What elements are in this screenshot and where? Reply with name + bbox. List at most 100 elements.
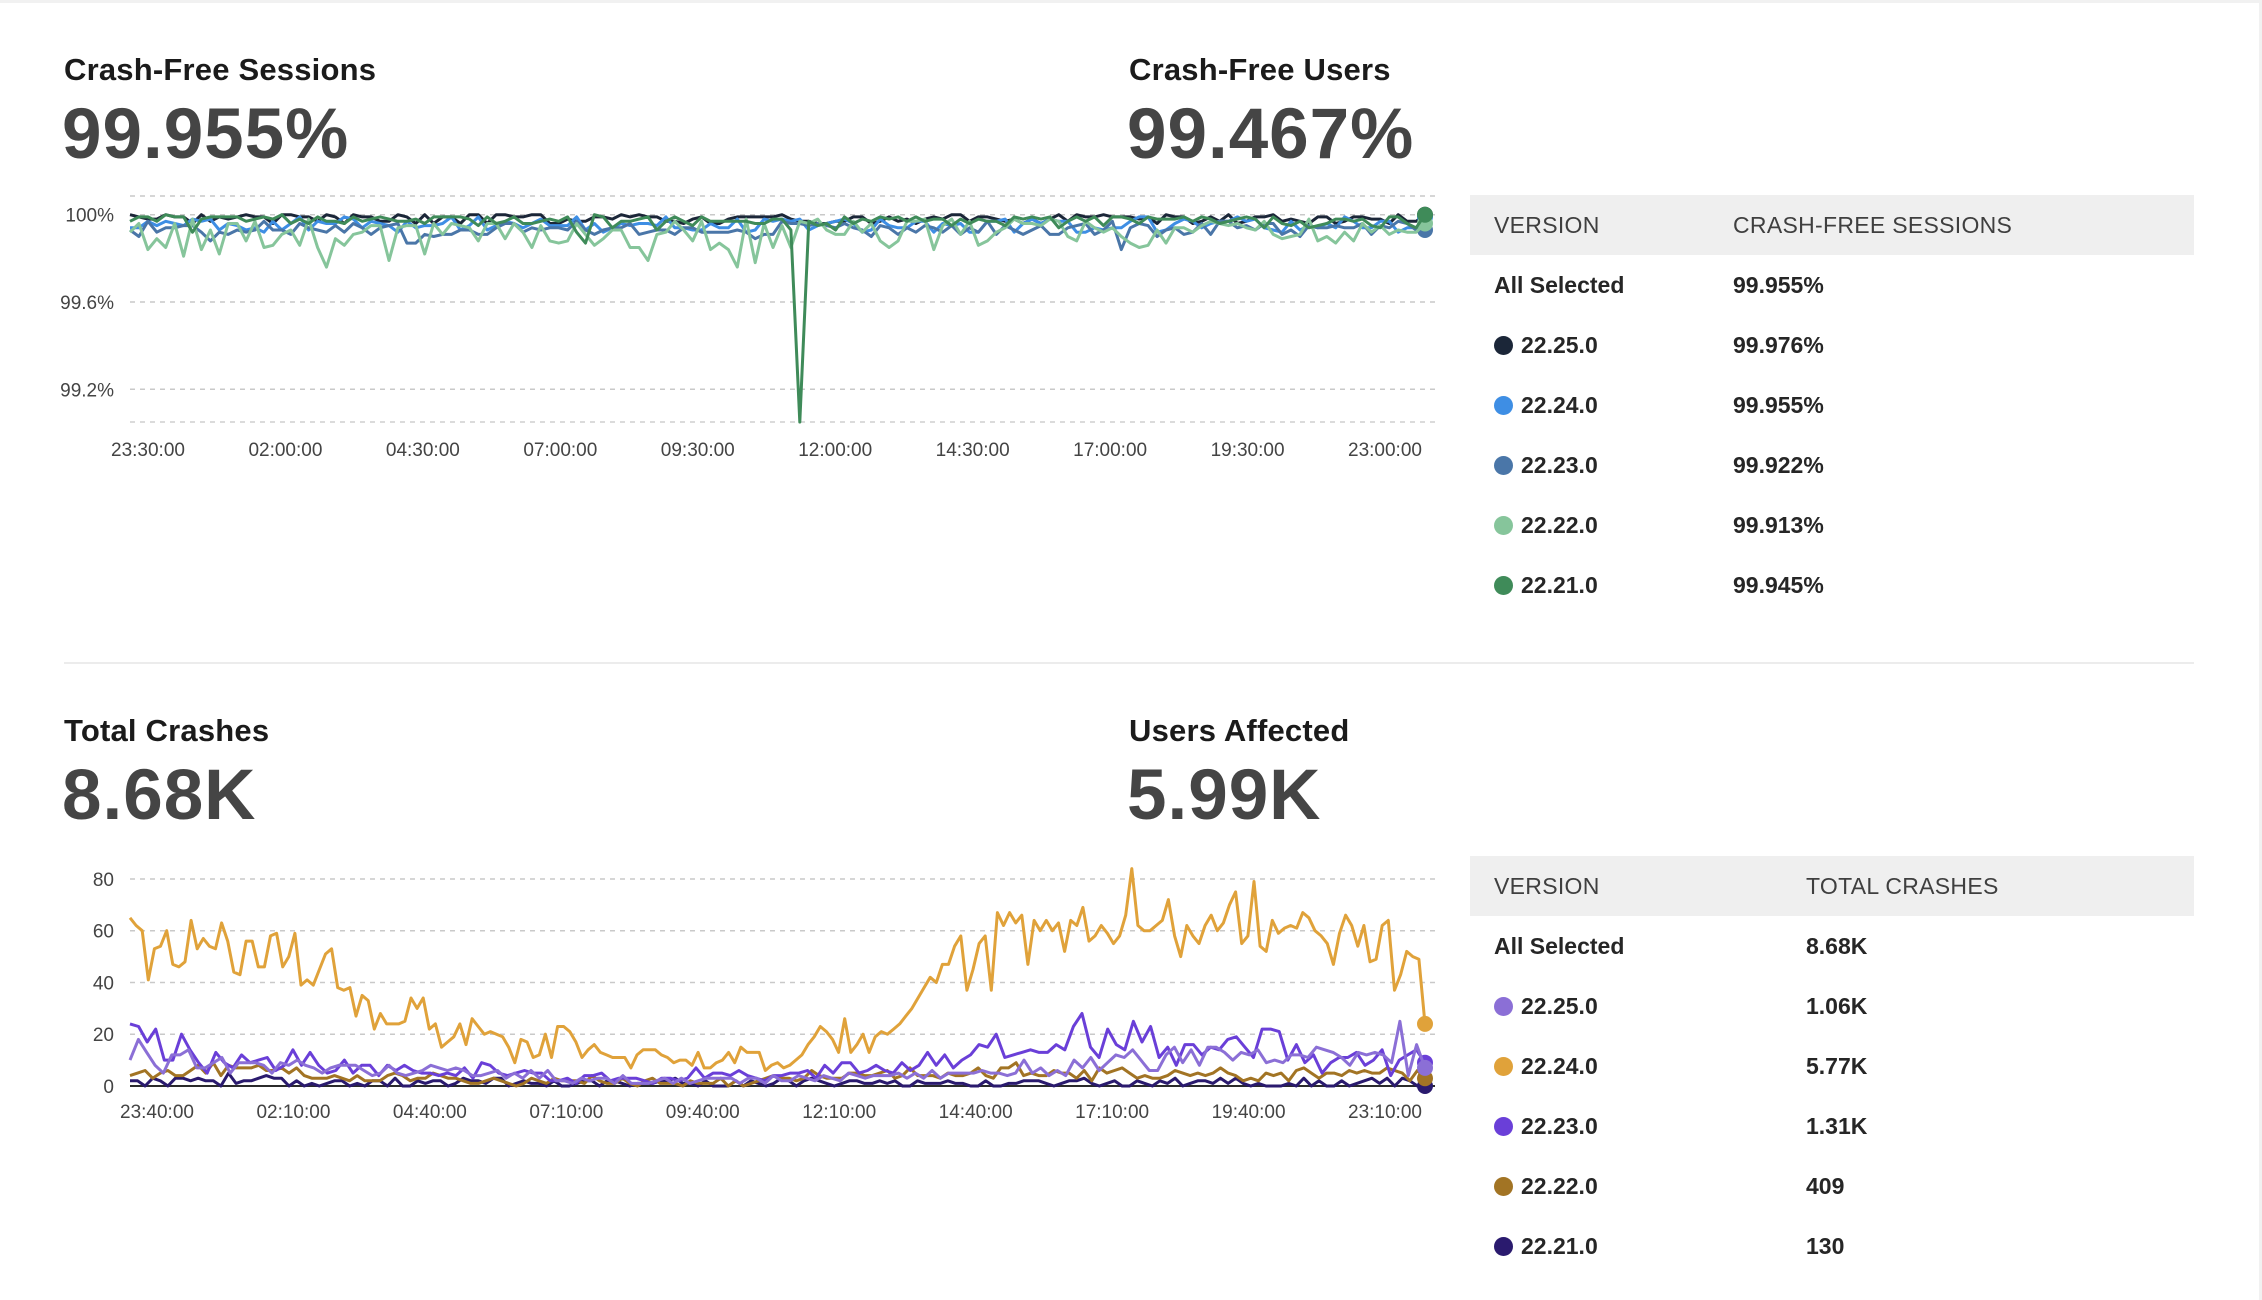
version-cell: 22.23.0 [1470,1113,1806,1140]
x-tick-label: 12:00:00 [798,440,872,461]
version-cell: 22.22.0 [1470,1173,1806,1200]
crash-free-sessions-table: VERSION CRASH-FREE SESSIONS All Selected… [1470,195,2194,615]
value-cell: 1.06K [1806,992,1868,1019]
x-tick-label: 07:00:00 [523,440,597,461]
crash-free-sessions-column-header: CRASH-FREE SESSIONS [1733,211,2013,238]
version-label: All Selected [1494,932,1625,959]
series-color-dot [1494,395,1513,415]
y-tick-label: 99.6% [60,293,114,314]
x-tick-label: 23:10:00 [1348,1102,1422,1123]
series-color-dot [1494,996,1513,1016]
value-cell: 130 [1806,1232,1845,1259]
value-cell: 99.976% [1733,331,1824,358]
x-tick-label: 04:40:00 [393,1102,467,1123]
value-cell: 99.922% [1733,451,1824,478]
x-tick-label: 23:00:00 [1348,440,1422,461]
table-row: All Selected 99.955% [1470,255,2194,315]
value-cell: 409 [1806,1172,1845,1199]
value-cell: 99.955% [1733,271,1824,298]
version-label: 22.24.0 [1521,1052,1598,1079]
value-cell: 5.77K [1806,1052,1868,1079]
series-color-dot [1494,575,1513,595]
series-color-dot [1494,1056,1513,1076]
series-line-22.24.0 [128,867,1427,1072]
crash-free-sessions-label: Crash-Free Sessions [64,52,377,87]
value-cell: 99.913% [1733,511,1824,538]
version-cell: 22.23.0 [1470,452,1733,479]
x-tick-label: 02:10:00 [256,1102,330,1123]
version-label: 22.22.0 [1521,511,1598,538]
value-cell: 99.945% [1733,571,1824,598]
series-end-marker-22.24.0 [1417,1015,1433,1032]
total-crashes-table: VERSION TOTAL CRASHES All Selected 8.68K 2… [1470,856,2194,1276]
series-end-marker-22.25.0 [1417,1059,1433,1076]
version-cell: All Selected [1470,272,1733,299]
version-label: 22.25.0 [1521,992,1598,1019]
table-row: 22.22.0 409 [1470,1156,2194,1216]
x-tick-label: 12:10:00 [802,1102,876,1123]
total-crashes-chart: 80 60 40 20 0 23:40:00 02:10:00 04:40:00 07:10:0… [93,867,1435,1123]
table-row: 22.24.0 99.955% [1470,375,2194,435]
version-cell: 22.21.0 [1470,572,1733,599]
version-column-header: VERSION [1494,211,1600,238]
y-tick-label: 100% [65,206,114,227]
right-frame-border [2259,0,2262,1300]
crash-free-sessions-chart: 100% 99.6% 99.2% 23:30:00 02:00:00 04:30:00 07… [60,195,1435,461]
x-tick-label: 14:40:00 [939,1102,1013,1123]
table-header: VERSION TOTAL CRASHES [1470,856,2194,916]
y-tick-label: 60 [93,922,114,943]
section-divider [64,662,2194,664]
series-color-dot [1494,455,1513,475]
version-cell: 22.24.0 [1470,1053,1806,1080]
table-row: 22.22.0 99.913% [1470,495,2194,555]
x-tick-label: 04:30:00 [386,440,460,461]
version-cell: 22.24.0 [1470,392,1733,419]
table-header: VERSION CRASH-FREE SESSIONS [1470,195,2194,255]
users-affected-label: Users Affected [1129,713,1350,748]
crash-free-users-value: 99.467% [1127,95,1415,174]
total-crashes-column-header: TOTAL CRASHES [1806,872,1999,899]
series-color-dot [1494,1116,1513,1136]
y-tick-label: 20 [93,1025,114,1046]
table-row: 22.24.0 5.77K [1470,1036,2194,1096]
table-row: 22.23.0 99.922% [1470,435,2194,495]
y-tick-label: 0 [103,1077,114,1098]
version-label: 22.25.0 [1521,331,1598,358]
value-cell: 99.955% [1733,391,1824,418]
table-row: 22.23.0 1.31K [1470,1096,2194,1156]
y-tick-label: 80 [93,870,114,891]
table-row: 22.21.0 130 [1470,1216,2194,1276]
series-line-22.25.0 [128,1019,1427,1085]
crash-free-users-label: Crash-Free Users [1129,52,1391,87]
table-body: All Selected 8.68K 22.25.0 1.06K 22.24.0 5.77… [1470,916,2194,1276]
y-tick-label: 99.2% [60,380,114,401]
version-label: 22.21.0 [1521,571,1598,598]
version-cell: 22.25.0 [1470,993,1806,1020]
series-end-marker-22.21.0 [1417,206,1433,223]
x-tick-label: 14:30:00 [936,440,1010,461]
series-line-22.21.0 [130,1071,1425,1088]
series-color-dot [1494,1236,1513,1256]
table-row: 22.25.0 1.06K [1470,976,2194,1036]
x-tick-label: 02:00:00 [248,440,322,461]
series-color-dot [1494,515,1513,535]
total-crashes-label: Total Crashes [64,713,270,748]
table-row: 22.21.0 99.945% [1470,555,2194,615]
version-label: 22.23.0 [1521,451,1598,478]
users-affected-value: 5.99K [1127,756,1322,835]
top-frame-border [0,0,2262,3]
version-cell: 22.21.0 [1470,1233,1806,1260]
version-cell: 22.25.0 [1470,332,1733,359]
x-tick-label: 17:10:00 [1075,1102,1149,1123]
series-line-22.23.0 [129,219,1425,252]
value-cell: 8.68K [1806,932,1868,959]
series-line-22.22.0 [128,217,1427,269]
crash-free-sessions-value: 99.955% [62,95,350,174]
version-label: 22.23.0 [1521,1112,1598,1139]
total-crashes-value: 8.68K [62,756,257,835]
series-line-22.21.0 [129,213,1427,424]
x-tick-label: 07:10:00 [529,1102,603,1123]
table-row: 22.25.0 99.976% [1470,315,2194,375]
x-tick-label: 23:40:00 [120,1102,194,1123]
version-label: 22.24.0 [1521,391,1598,418]
